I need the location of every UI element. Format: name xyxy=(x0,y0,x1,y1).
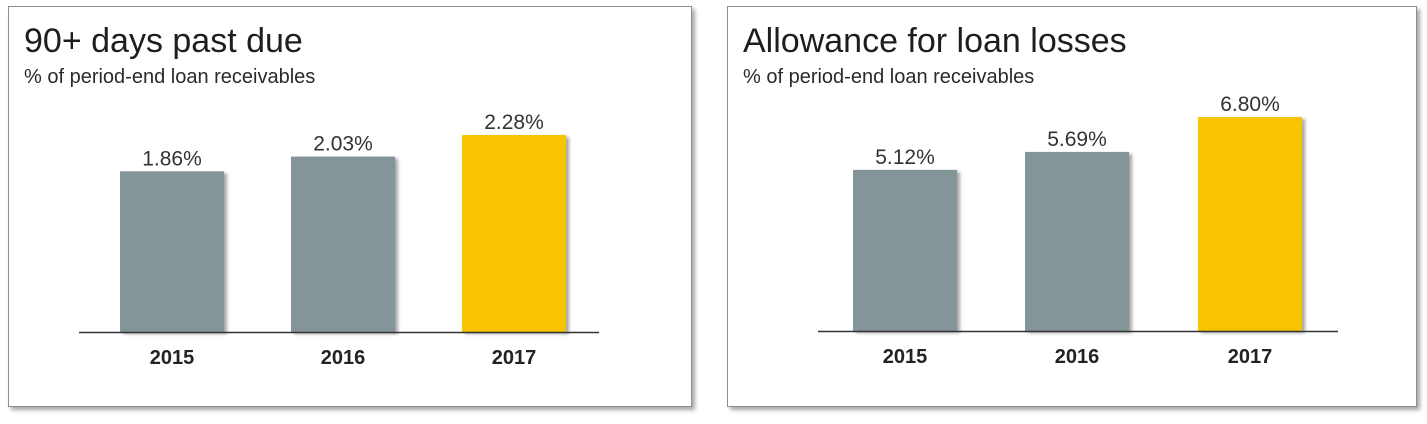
value-label-2017: 2.28% xyxy=(484,111,544,134)
chart-panel-allowance: Allowance for loan losses % of period-en… xyxy=(727,6,1417,407)
value-label-2015: 1.86% xyxy=(142,147,202,170)
value-label-2015: 5.12% xyxy=(875,146,935,169)
category-label-2015: 2015 xyxy=(883,346,928,368)
chart-title: Allowance for loan losses xyxy=(743,22,1127,60)
category-label-2017: 2017 xyxy=(492,347,537,369)
chart-title: 90+ days past due xyxy=(24,22,303,60)
value-label-2016: 5.69% xyxy=(1047,128,1107,151)
chart-subtitle: % of period-end loan receivables xyxy=(743,66,1035,88)
bar-2016 xyxy=(1025,151,1129,331)
bar-chart-past-due: 1.86% 2015 2.03% 2016 2.28% 2017 xyxy=(79,111,599,369)
category-label-2015: 2015 xyxy=(150,347,195,369)
category-label-2016: 2016 xyxy=(321,347,366,369)
category-label-2017: 2017 xyxy=(1228,346,1273,368)
bar-2017 xyxy=(462,135,566,332)
bar-chart-allowance: 5.12% 2015 5.69% 2016 6.80% 2017 xyxy=(818,93,1338,368)
value-label-2016: 2.03% xyxy=(313,133,373,156)
bar-2016 xyxy=(291,156,395,332)
category-label-2016: 2016 xyxy=(1055,346,1100,368)
bar-2017 xyxy=(1198,117,1302,331)
bar-2015 xyxy=(853,169,957,331)
value-label-2017: 6.80% xyxy=(1220,93,1280,116)
bar-2015 xyxy=(120,171,224,332)
chart-panel-past-due: 90+ days past due % of period-end loan r… xyxy=(8,6,692,407)
chart-subtitle: % of period-end loan receivables xyxy=(24,66,316,88)
